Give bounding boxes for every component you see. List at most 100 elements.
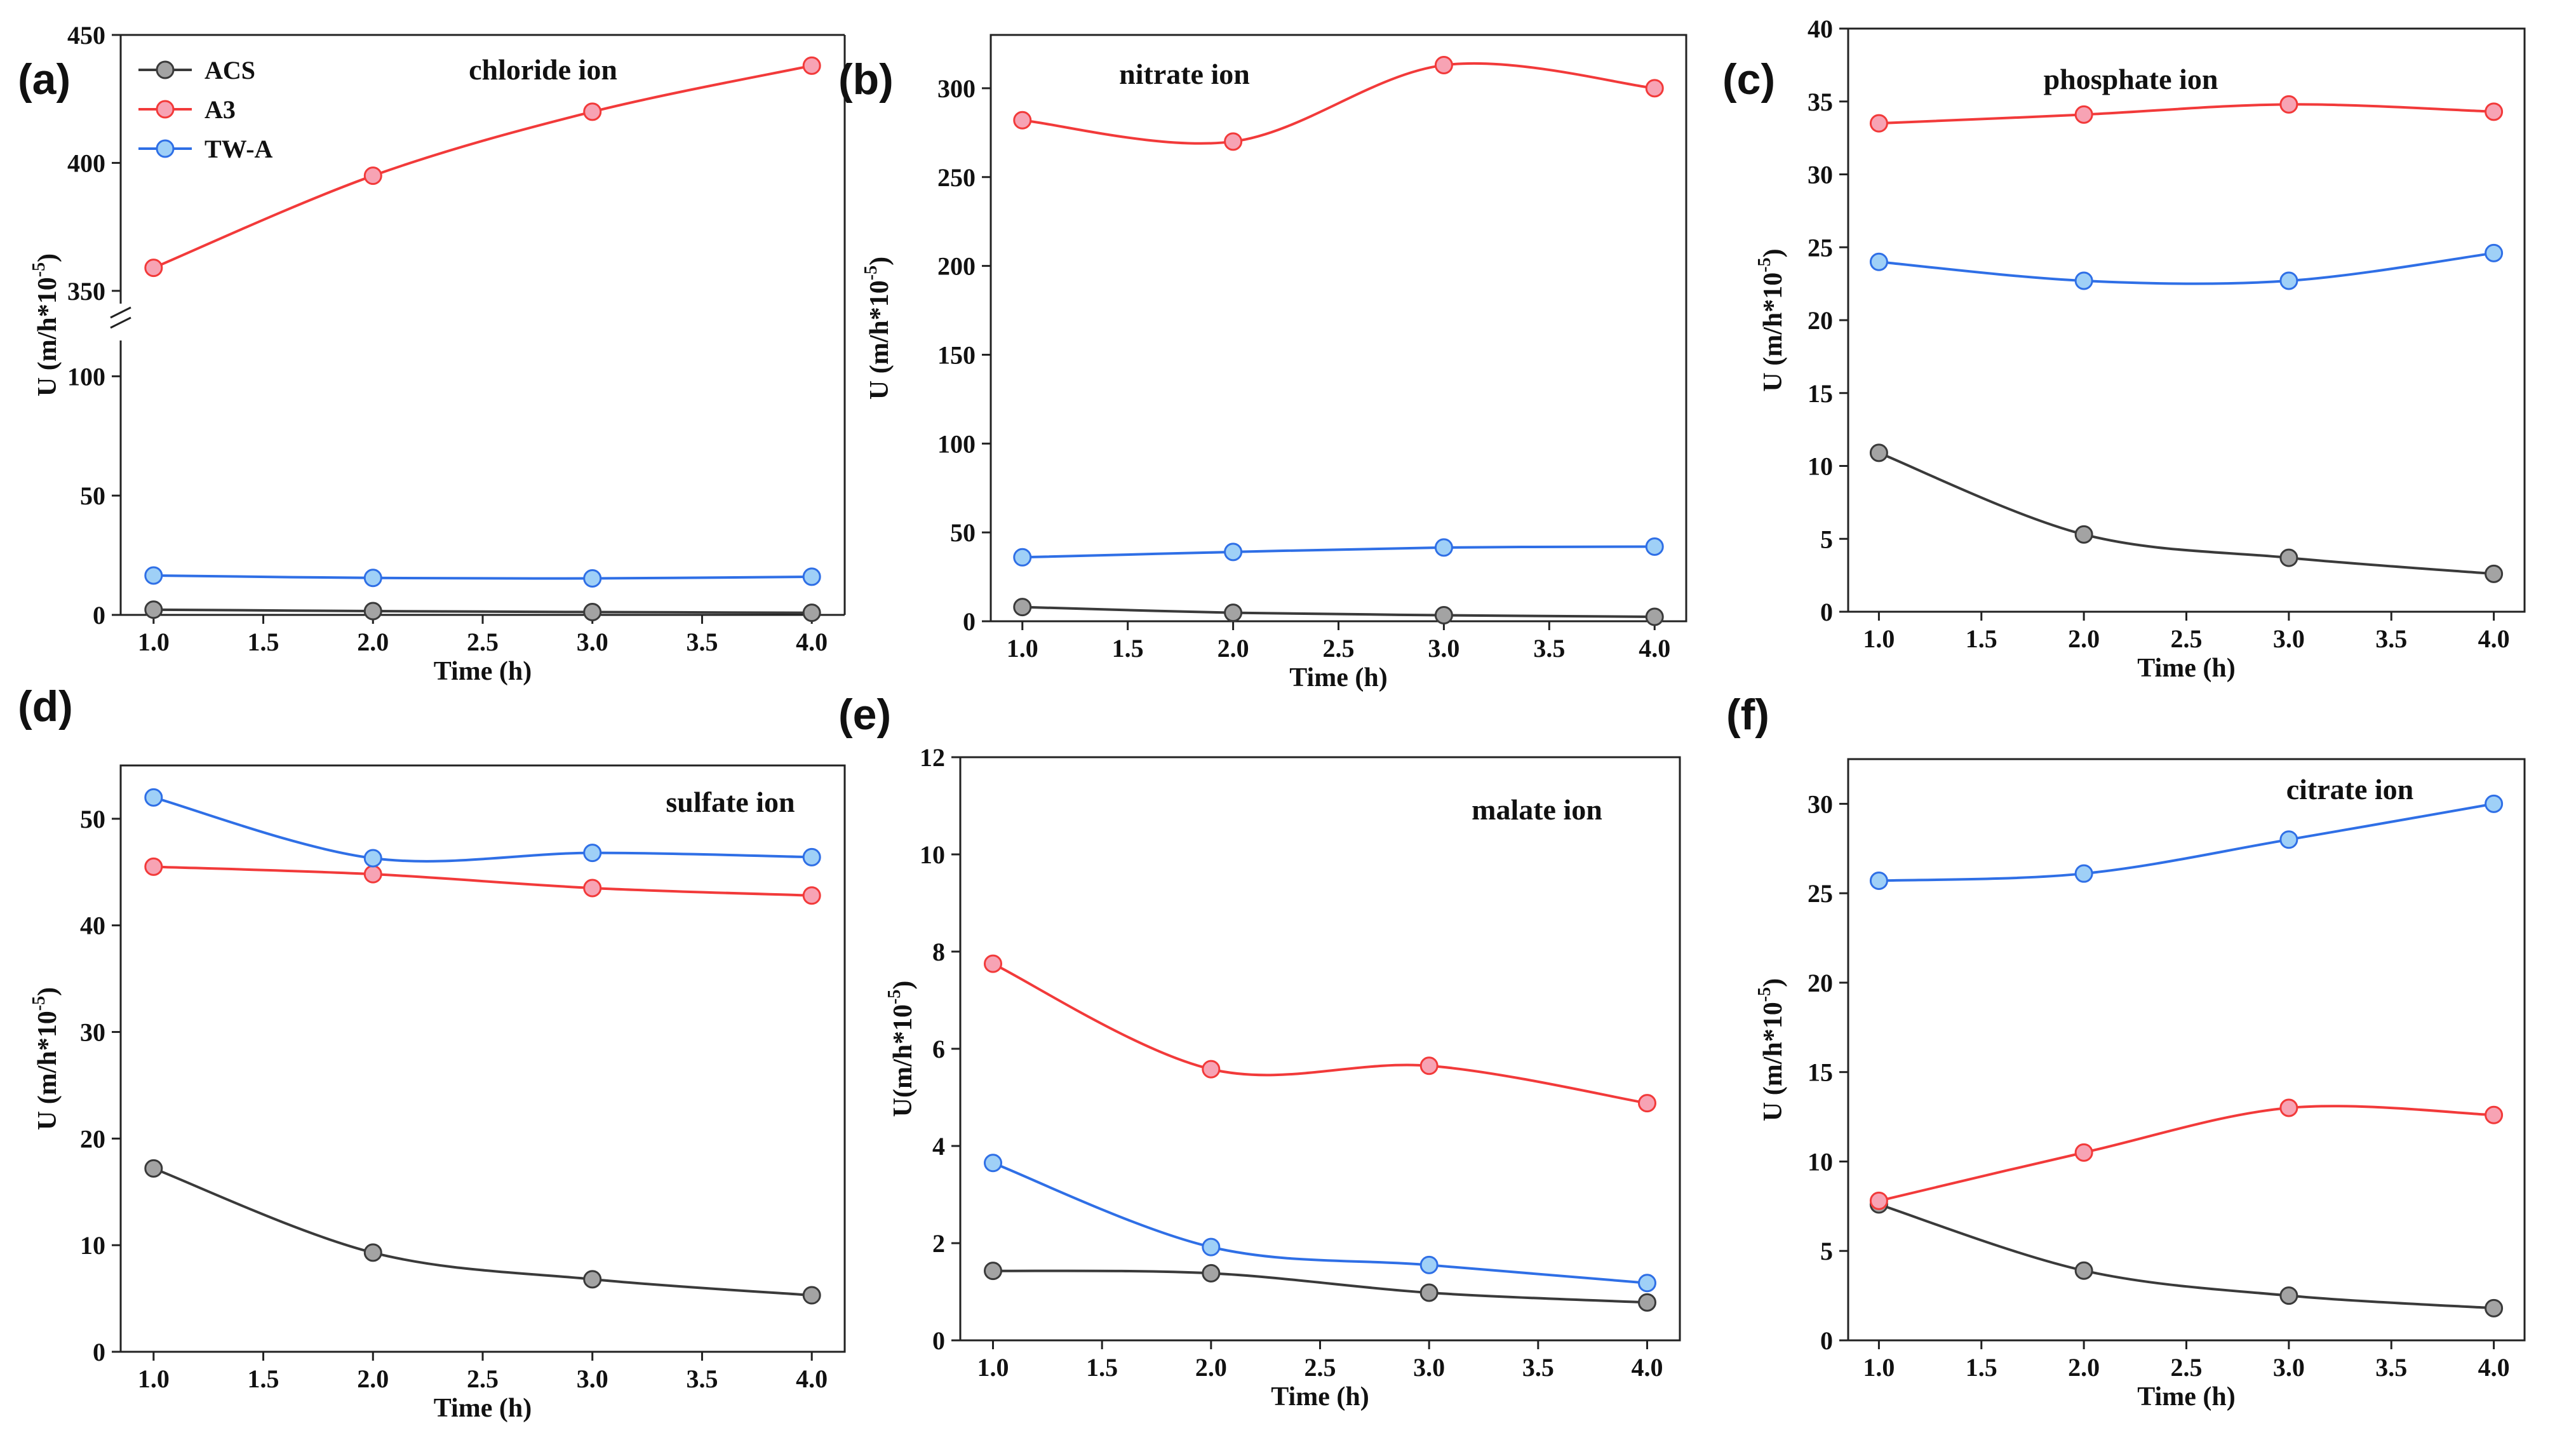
x-axis-title: Time (h) [434,1394,532,1423]
x-tick-label: 1.0 [138,1364,170,1393]
y-tick-label: 350 [67,277,105,306]
x-tick-label: 1.5 [1966,624,1997,653]
data-point-tw-a [144,566,163,585]
y-axis-title-close: ) [1759,248,1788,257]
data-point-tw-a [2485,794,2504,813]
data-point-tw-a [2279,830,2298,849]
y-tick-label: 10 [80,1231,105,1260]
y-tick-label: 5 [1820,525,1833,553]
y-axis-title-exponent: -5 [29,262,49,277]
x-tick-label: 1.0 [1007,634,1038,663]
data-point-tw-a [1013,548,1032,567]
data-point-tw-a [1638,1274,1656,1293]
x-tick-label: 1.0 [138,628,170,656]
y-tick-label: 8 [932,938,945,966]
x-tick-label: 2.0 [1195,1353,1227,1382]
series-a3 [984,954,1656,1113]
data-point-acs [2074,525,2093,544]
data-point-a3 [1638,1094,1656,1113]
data-point-a3 [1419,1056,1439,1075]
data-point-acs [984,1262,1002,1281]
data-point-acs [1869,443,1888,462]
y-tick-label: 100 [67,362,105,391]
y-tick-label: 30 [1808,790,1833,818]
data-point-acs [144,600,163,619]
x-axis-title: Time (h) [434,657,532,686]
series-tw-a [1869,243,2504,290]
series-a3 [1869,1098,2504,1210]
y-tick-label: 100 [937,429,976,458]
series-tw-a [144,566,821,588]
data-point-a3 [2485,102,2504,121]
y-axis-title-exponent: -5 [1755,257,1774,272]
series-a3 [144,56,821,278]
data-point-tw-a [2279,271,2298,290]
y-tick-label: 30 [1808,161,1833,189]
data-point-tw-a [583,844,602,863]
x-tick-label: 1.5 [1112,634,1144,663]
data-point-a3 [144,857,163,876]
ion-label: chloride ion [469,53,617,86]
x-tick-label: 1.0 [1863,1353,1895,1382]
series-line-tw-a [153,796,812,863]
y-tick-label: 2 [932,1229,945,1258]
x-tick-label: 2.0 [357,628,389,656]
y-tick-label: 50 [950,518,976,547]
series-line-tw-a [1022,545,1655,559]
y-axis-title-close: ) [889,981,918,990]
data-point-tw-a [144,788,163,807]
y-tick-label: 0 [1820,1326,1833,1355]
data-point-acs [802,603,821,623]
y-tick-label: 25 [1808,879,1833,908]
series-line-a3 [1879,103,2494,125]
panel-c: 0 5 10 15 20 25 30 35 40 1.0 1.5 2.0 2.5 3.0 3.5 4.0 Tim… [1722,15,2526,683]
x-tick-label: 3.5 [1533,634,1565,663]
plot-frame [1847,758,2526,1342]
x-tick-label: 2.5 [1323,634,1355,663]
data-point-acs [363,1243,382,1262]
data-point-a3 [1224,132,1243,151]
data-point-a3 [583,102,602,121]
y-tick-label: 0 [963,607,976,636]
y-tick-label: 50 [80,805,105,833]
data-point-tw-a [1869,252,1888,271]
y-axis-title-exponent: -5 [29,996,49,1011]
data-point-acs [1202,1263,1221,1283]
data-point-acs [144,1159,163,1178]
data-point-a3 [2074,105,2093,124]
series-acs [1869,1195,2504,1317]
y-axis-title-close: ) [33,253,62,262]
y-tick-label: 20 [80,1124,105,1153]
y-tick-label: 0 [93,601,105,630]
legend-item-a3: A3 [138,95,236,124]
data-point-acs [1419,1283,1439,1302]
panel-letter: (e) [838,691,891,739]
y-tick-label: 12 [920,743,945,772]
y-axis-title-main: U (m/h*10 [1759,1002,1788,1121]
ion-label: malate ion [1472,793,1602,826]
legend-marker [156,100,175,119]
series-acs [144,600,821,623]
ion-label: nitrate ion [1119,58,1250,90]
x-tick-label: 3.0 [1413,1353,1445,1382]
x-axis-title: Time (h) [1271,1382,1369,1411]
data-point-a3 [802,56,821,75]
y-tick-label: 10 [1808,452,1833,481]
panel-letter: (a) [18,55,70,104]
x-tick-label: 4.0 [2478,624,2510,653]
legend-marker [156,60,175,79]
data-point-tw-a [984,1154,1002,1173]
data-point-a3 [2279,95,2298,114]
y-tick-label: 0 [1820,598,1833,626]
y-axis-title-close: ) [1759,978,1788,987]
series-line-a3 [153,64,812,269]
y-tick-label: 400 [67,149,105,177]
series-a3 [1013,56,1664,151]
ion-label: citrate ion [2286,773,2414,805]
y-axis-title: U (m/h*10-5) [29,253,62,396]
data-point-acs [1013,598,1032,617]
series-a3 [1869,95,2504,133]
axis-break-mark [110,316,131,329]
x-tick-label: 4.0 [2478,1353,2510,1382]
data-point-acs [1645,607,1664,626]
